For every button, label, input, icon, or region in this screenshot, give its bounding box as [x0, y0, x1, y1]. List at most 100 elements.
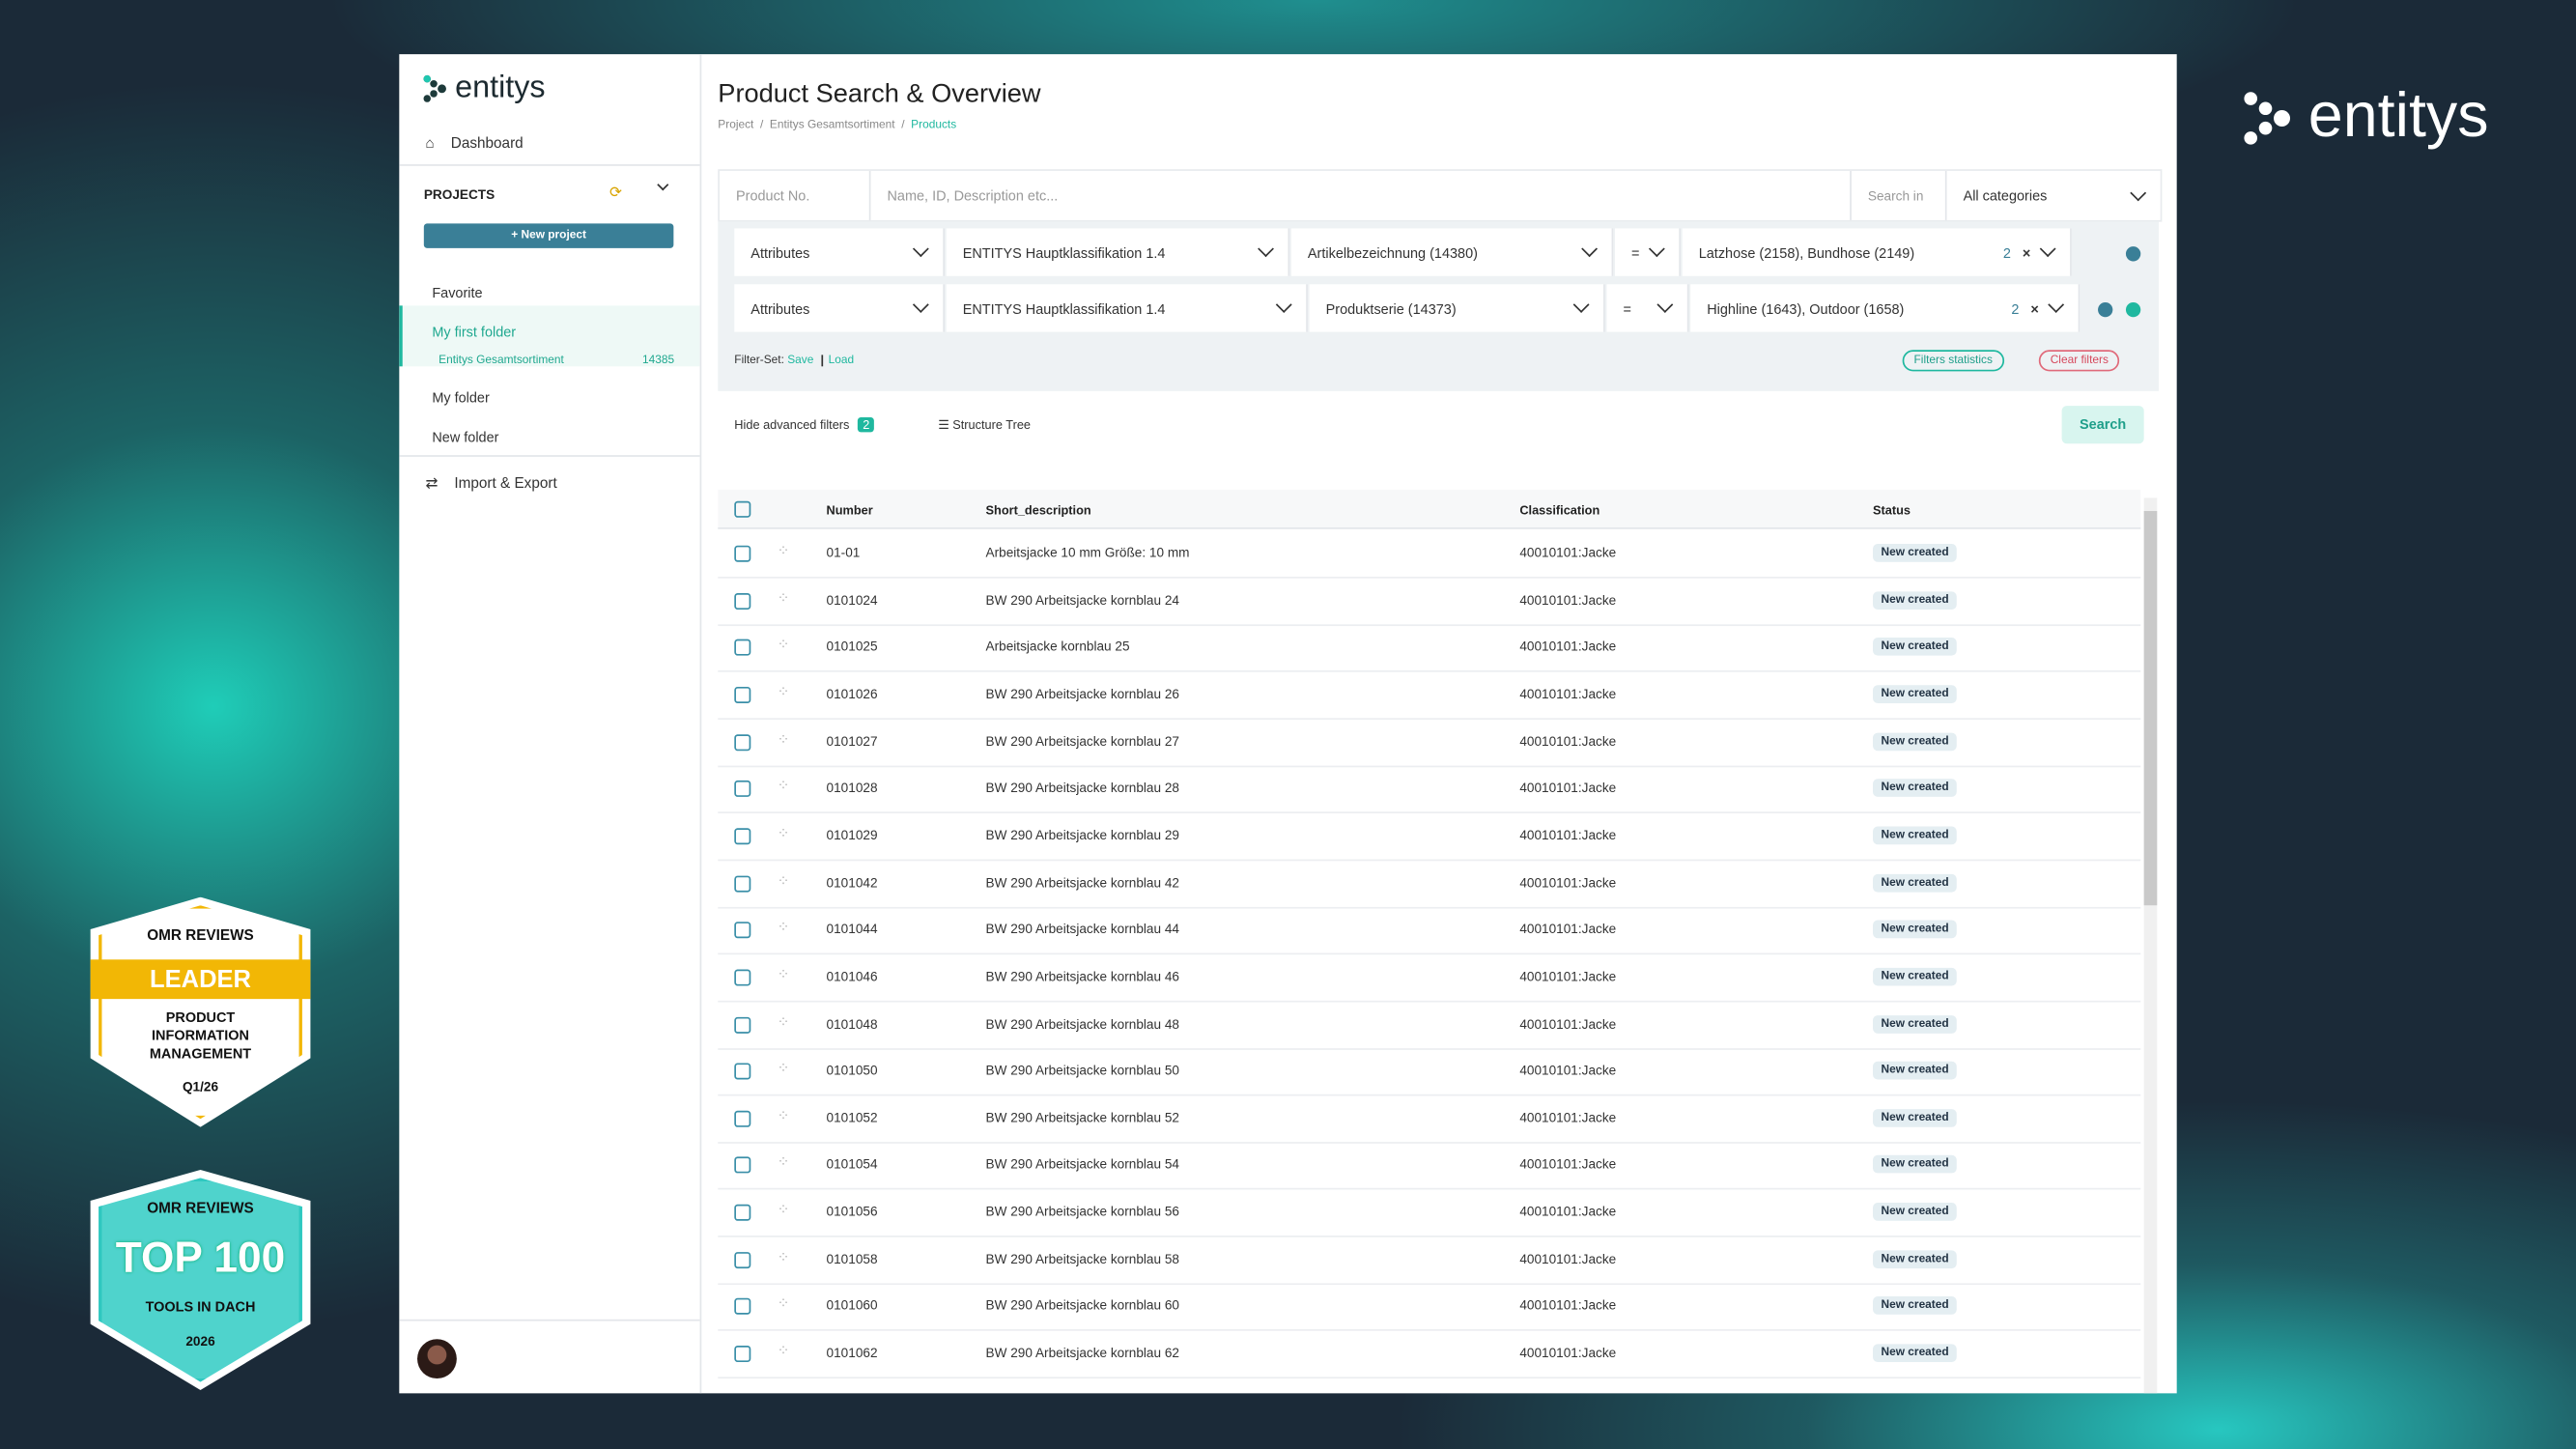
clear-icon[interactable]: × — [2023, 244, 2030, 261]
row-icon: ⁘ — [778, 1343, 790, 1361]
filters-statistics-button[interactable]: Filters statistics — [1903, 350, 2004, 371]
cell: 40010101:Jacke — [1519, 687, 1616, 701]
logo-text: entitys — [455, 71, 545, 106]
filter-attribute[interactable]: Produktserie (14373) — [1310, 284, 1605, 331]
row-checkbox[interactable] — [734, 1157, 750, 1174]
cell: 0101048 — [827, 1016, 878, 1031]
row-checkbox[interactable] — [734, 875, 750, 892]
filter-attribute[interactable]: Artikelbezeichnung (14380) — [1291, 228, 1613, 275]
tree-item[interactable]: My folder — [432, 389, 489, 406]
cell: 0101056 — [827, 1205, 878, 1219]
search-input[interactable]: Name, ID, Description etc... — [870, 171, 1851, 220]
filter-classification[interactable]: ENTITYS Hauptklassifikation 1.4 — [947, 228, 1289, 275]
cell: 40010101:Jacke — [1519, 969, 1616, 983]
breadcrumb[interactable]: Products — [911, 120, 956, 131]
row-checkbox[interactable] — [734, 734, 750, 751]
breadcrumb[interactable]: Project — [718, 120, 753, 131]
remove-filter[interactable] — [2126, 302, 2140, 317]
user-avatar[interactable] — [417, 1339, 457, 1378]
category-select[interactable]: All categories — [1947, 171, 2161, 220]
column-header: Status — [1873, 502, 1911, 517]
row-checkbox[interactable] — [734, 592, 750, 609]
filter-operator[interactable]: = — [1606, 284, 1688, 331]
tree-item[interactable]: My first folder — [432, 324, 516, 340]
status-badge: New created — [1873, 1250, 1957, 1268]
filter-value[interactable]: Highline (1643), Outdoor (1658)2× — [1690, 284, 2080, 331]
add-filter[interactable] — [2098, 302, 2112, 317]
row-checkbox[interactable] — [734, 1205, 750, 1221]
badge-brand: OMR REVIEWS — [91, 926, 311, 943]
nav-import-export[interactable]: ⇄Import & Export — [426, 475, 557, 494]
filter-classification[interactable]: ENTITYS Hauptklassifikation 1.4 — [947, 284, 1308, 331]
filter-value[interactable]: Latzhose (2158), Bundhose (2149)2× — [1683, 228, 2072, 275]
row-checkbox[interactable] — [734, 1252, 750, 1268]
structure-tree-button[interactable]: ☰ Structure Tree — [938, 417, 1031, 432]
clear-icon[interactable]: × — [2030, 299, 2038, 316]
product-no-field[interactable]: Product No. — [720, 171, 870, 220]
nav-dashboard[interactable]: ⌂Dashboard — [426, 134, 524, 151]
row-checkbox[interactable] — [734, 969, 750, 985]
filter-count-badge: 2 — [858, 417, 874, 432]
filter-classification-value: ENTITYS Hauptklassifikation 1.4 — [963, 299, 1166, 316]
row-checkbox[interactable] — [734, 1346, 750, 1362]
row-checkbox[interactable] — [734, 1110, 750, 1126]
brand-logo: entitys — [2243, 82, 2489, 153]
filter-operator[interactable]: = — [1615, 228, 1681, 275]
tree-item[interactable]: New folder — [432, 429, 498, 445]
filter-count: 2 — [2003, 244, 2011, 261]
remove-filter[interactable] — [2126, 246, 2140, 261]
status-badge: New created — [1873, 921, 1957, 939]
save-link[interactable]: Save — [787, 355, 813, 366]
badge: OMR REVIEWSLEADERPRODUCT INFORMATION MAN… — [91, 897, 311, 1127]
row-checkbox[interactable] — [734, 828, 750, 844]
header-checkbox[interactable] — [734, 501, 750, 518]
cell: 0101042 — [827, 875, 878, 890]
cell: BW 290 Arbeitsjacke kornblau 58 — [986, 1252, 1179, 1266]
status-badge: New created — [1873, 638, 1957, 656]
status-badge: New created — [1873, 685, 1957, 703]
cell: 40010101:Jacke — [1519, 1252, 1616, 1266]
cell: BW 290 Arbeitsjacke kornblau 62 — [986, 1346, 1179, 1360]
row-checkbox[interactable] — [734, 1016, 750, 1033]
projects-header: PROJECTS — [424, 187, 495, 202]
app-window: entitys ⌂Dashboard PROJECTS ⟳ + New proj… — [399, 54, 2176, 1393]
category-value: All categories — [1964, 187, 2048, 204]
hide-advanced-filters[interactable]: Hide advanced filters 2 — [734, 417, 874, 432]
search-button[interactable]: Search — [2062, 406, 2144, 443]
row-checkbox[interactable] — [734, 1064, 750, 1080]
load-link[interactable]: Load — [829, 355, 854, 366]
tree-item[interactable]: Entitys Gesamtsortiment — [439, 355, 564, 366]
row-checkbox[interactable] — [734, 923, 750, 939]
cell: 0101054 — [827, 1157, 878, 1172]
filter-type-value: Attributes — [750, 244, 809, 261]
cell: BW 290 Arbeitsjacke kornblau 60 — [986, 1298, 1179, 1313]
clear-filters-button[interactable]: Clear filters — [2039, 350, 2120, 371]
new-project-button[interactable]: + New project — [424, 223, 674, 248]
cell: 0101062 — [827, 1346, 878, 1360]
row-checkbox[interactable] — [734, 546, 750, 562]
cell: 40010101:Jacke — [1519, 1298, 1616, 1313]
status-badge: New created — [1873, 1014, 1957, 1033]
row-checkbox[interactable] — [734, 687, 750, 703]
cell: 40010101:Jacke — [1519, 923, 1616, 937]
page-title: Product Search & Overview — [718, 80, 1040, 110]
filter-type[interactable]: Attributes — [734, 228, 945, 275]
breadcrumb[interactable]: Entitys Gesamtsortiment — [770, 120, 895, 131]
row-icon: ⁘ — [778, 542, 790, 560]
status-badge: New created — [1873, 544, 1957, 562]
status-badge: New created — [1873, 968, 1957, 986]
sidebar-logo: entitys — [422, 71, 545, 106]
cell: BW 290 Arbeitsjacke kornblau 54 — [986, 1157, 1179, 1172]
cell: 0101026 — [827, 687, 878, 701]
row-checkbox[interactable] — [734, 781, 750, 797]
row-checkbox[interactable] — [734, 639, 750, 656]
column-header: Classification — [1519, 502, 1599, 517]
refresh-icon[interactable]: ⟳ — [609, 184, 622, 202]
scrollbar[interactable] — [2144, 497, 2158, 1393]
row-checkbox[interactable] — [734, 1298, 750, 1315]
tree-item[interactable]: Favorite — [432, 284, 482, 300]
cell: 0101028 — [827, 781, 878, 795]
filter-type[interactable]: Attributes — [734, 284, 945, 331]
badge-period: 2026 — [91, 1334, 311, 1349]
